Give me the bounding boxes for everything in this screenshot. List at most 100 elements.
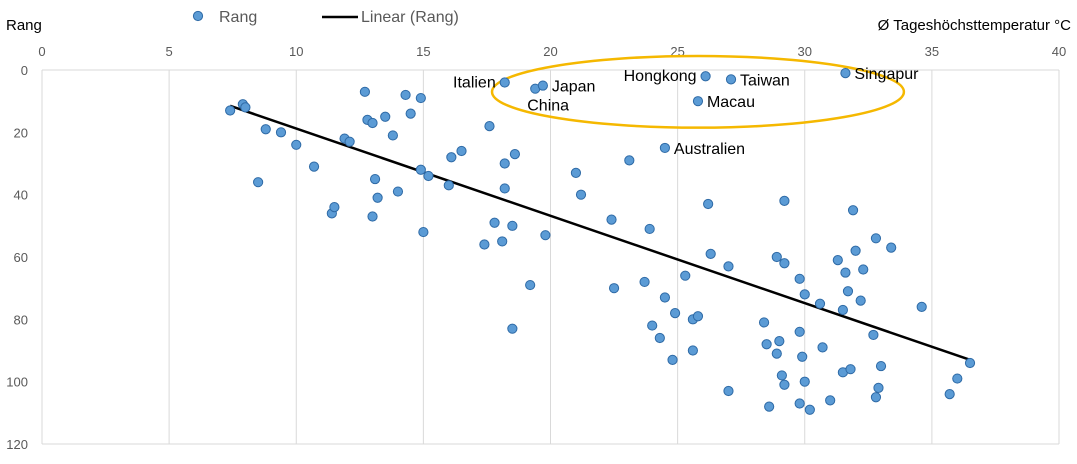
y-tick-label: 120 <box>6 437 28 452</box>
data-point <box>654 332 665 344</box>
data-point <box>479 239 490 250</box>
data-point <box>423 170 434 182</box>
x-tick-label: 15 <box>416 44 430 59</box>
data-point <box>758 317 770 328</box>
data-point <box>446 152 457 163</box>
data-point <box>799 289 810 300</box>
data-point <box>764 401 775 412</box>
data-point <box>225 105 236 116</box>
data-point <box>415 164 426 175</box>
data-point <box>944 389 955 400</box>
data-point <box>489 217 500 228</box>
x-tick-label: 20 <box>543 44 557 59</box>
data-point <box>692 311 704 322</box>
data-point <box>669 308 681 319</box>
data-point <box>850 245 861 256</box>
x-tick-label: 35 <box>925 44 939 59</box>
data-point <box>723 385 734 397</box>
data-point <box>240 102 251 113</box>
x-tick-label: 30 <box>798 44 812 59</box>
data-point <box>499 77 510 88</box>
data-points <box>225 68 976 415</box>
data-point <box>659 142 671 154</box>
data-point <box>804 404 815 415</box>
data-point <box>540 230 551 241</box>
y-tick-label: 100 <box>6 375 28 390</box>
data-point <box>344 136 355 147</box>
data-point <box>779 195 790 206</box>
highlight-ellipse <box>490 54 906 129</box>
data-point <box>875 360 887 372</box>
data-point <box>725 74 737 85</box>
point-annotation: Singapur <box>854 66 919 83</box>
data-point <box>499 183 510 194</box>
data-point <box>525 279 536 291</box>
data-point <box>418 226 429 238</box>
data-point <box>380 111 391 122</box>
data-point <box>840 267 851 278</box>
data-point <box>687 345 698 356</box>
data-point <box>840 68 851 79</box>
data-point <box>260 124 271 135</box>
y-tick-label: 0 <box>21 63 28 78</box>
data-point <box>624 155 635 166</box>
y-axis-title: Rang <box>6 17 42 34</box>
data-point <box>400 89 411 101</box>
data-point <box>700 71 711 82</box>
data-point <box>705 248 716 259</box>
data-point <box>964 357 976 369</box>
data-point <box>575 189 587 200</box>
data-point <box>794 398 805 409</box>
x-tick-label: 0 <box>38 44 45 59</box>
data-point <box>359 86 370 97</box>
data-point <box>537 80 548 91</box>
legend-label-points: Rang <box>219 9 257 26</box>
data-point <box>797 351 808 362</box>
data-point <box>723 261 734 272</box>
data-point <box>253 177 264 188</box>
data-point <box>499 158 510 169</box>
data-point <box>639 276 650 288</box>
data-point <box>799 376 810 387</box>
data-point <box>308 161 320 172</box>
data-point <box>405 108 416 119</box>
data-point <box>952 373 963 384</box>
data-point <box>817 342 828 353</box>
data-point <box>509 149 521 160</box>
data-point <box>680 270 691 281</box>
data-point <box>847 205 859 216</box>
data-point <box>659 292 671 303</box>
data-point <box>570 167 582 178</box>
data-point <box>837 304 848 316</box>
point-annotation: Japan <box>552 79 596 96</box>
data-point <box>771 251 782 263</box>
linear-trendline <box>229 104 971 362</box>
x-tick-label: 10 <box>289 44 303 59</box>
data-point <box>779 258 790 269</box>
data-point <box>497 236 508 247</box>
data-point <box>644 223 655 235</box>
point-annotation: Taiwan <box>740 72 790 89</box>
y-tick-label: 60 <box>14 250 28 265</box>
grid-lines <box>168 70 1060 444</box>
data-point <box>776 370 787 381</box>
x-tick-label: 40 <box>1052 44 1066 59</box>
data-point <box>868 329 879 341</box>
data-point <box>275 127 287 138</box>
data-point <box>456 145 467 157</box>
point-annotation: Macau <box>707 94 755 111</box>
data-point <box>845 364 856 375</box>
legend-marker-points <box>192 10 204 22</box>
data-point <box>415 92 426 104</box>
data-point <box>774 336 785 347</box>
legend-label-trendline: Linear (Rang) <box>361 9 459 26</box>
point-annotation: Hongkong <box>624 68 697 85</box>
legend: Rang Linear (Rang) <box>192 9 459 26</box>
data-point <box>703 198 714 210</box>
data-point <box>825 395 836 406</box>
axis-titles: Rang Ø Tageshöchsttemperatur °C <box>6 17 1071 34</box>
annotations: Italien Japan China Hongkong Taiwan Singapur M… <box>453 66 919 158</box>
data-point <box>858 264 869 275</box>
data-point <box>870 233 882 244</box>
